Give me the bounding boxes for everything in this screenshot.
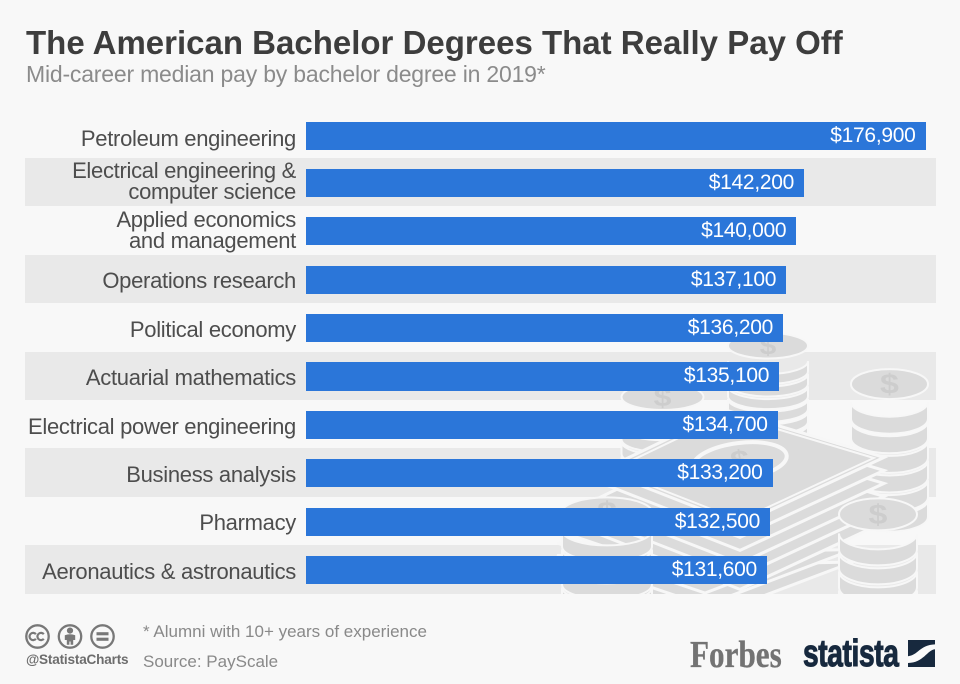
svg-text:$: $ <box>880 368 899 399</box>
svg-text:$: $ <box>869 498 888 529</box>
